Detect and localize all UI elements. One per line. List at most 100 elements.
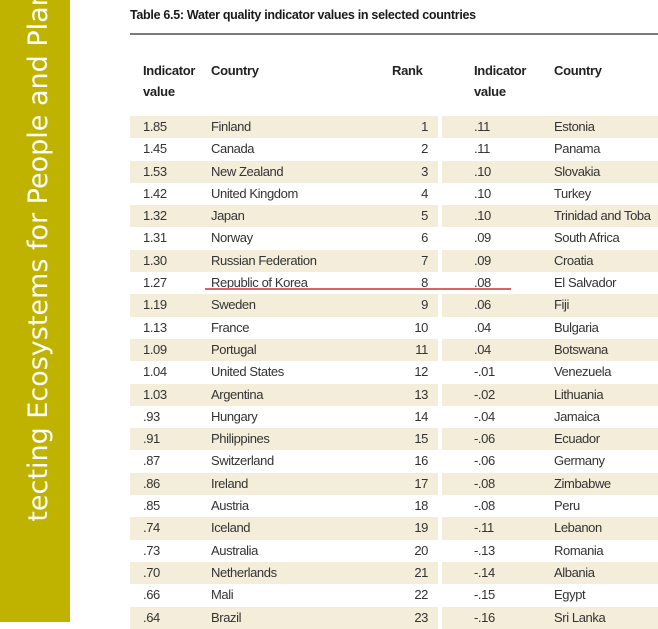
- row-stripe-left: [130, 517, 438, 540]
- row-stripe-left: [130, 338, 438, 362]
- country-left: Ireland: [211, 475, 248, 491]
- country-left: Russian Federation: [211, 252, 317, 268]
- rank: 2: [421, 141, 428, 157]
- header-indicator-value-left: Indicator value: [143, 63, 196, 99]
- rank: 12: [414, 364, 428, 380]
- country-right: Croatia: [554, 252, 594, 268]
- table-row: 1.85 Finland 1 .11 Estonia: [130, 116, 658, 139]
- country-right: Peru: [554, 498, 580, 514]
- red-underline-annotation: [205, 288, 511, 290]
- table-row: .87 Switzerland 16 -.06 Germany: [130, 450, 658, 472]
- table-row: 1.32 Japan 5 .10 Trinidad and Toba: [130, 205, 658, 228]
- country-right: Trinidad and Toba: [554, 208, 651, 224]
- indicator-value-right: -.16: [474, 609, 495, 625]
- row-stripe-left: [130, 495, 438, 517]
- country-left: Mali: [211, 587, 234, 603]
- country-right: Estonia: [554, 119, 595, 134]
- table-row: .85 Austria 18 -.08 Peru: [130, 495, 658, 517]
- country-right: Zimbabwe: [554, 475, 611, 491]
- country-left: Argentina: [211, 386, 264, 402]
- indicator-value-left: .74: [143, 520, 160, 536]
- rank: 18: [414, 498, 428, 514]
- indicator-value-left: .93: [143, 408, 160, 424]
- country-right: Botswana: [554, 341, 608, 357]
- header-country-right: Country: [554, 63, 602, 78]
- row-stripe-left: [130, 116, 438, 139]
- indicator-value-left: 1.30: [143, 252, 167, 268]
- indicator-value-left: 1.45: [143, 141, 167, 157]
- table-row: 1.30 Russian Federation 7 .09 Croatia: [130, 249, 658, 273]
- table-row: 1.19 Sweden 9 .06 Fiji: [130, 294, 658, 317]
- country-left: Norway: [211, 230, 253, 246]
- row-stripe-right: [442, 116, 658, 139]
- row-stripe-left: [130, 561, 438, 585]
- country-right: Albania: [554, 564, 595, 580]
- country-right: Bulgaria: [554, 319, 599, 335]
- rank: 20: [414, 542, 428, 558]
- table-row: 1.03 Argentina 13 -.02 Lithuania: [130, 383, 658, 406]
- rank: 8: [421, 275, 428, 291]
- table-row: 1.27 Republic of Korea 8 .08 El Salvador: [130, 272, 658, 294]
- row-stripe-left: [130, 138, 438, 160]
- row-stripe-right: [442, 338, 658, 362]
- country-left: Brazil: [211, 609, 242, 625]
- indicator-value-left: 1.03: [143, 386, 167, 402]
- country-right: El Salvador: [554, 275, 617, 291]
- rank: 13: [414, 386, 428, 402]
- rank: 14: [414, 408, 428, 424]
- country-left: United States: [211, 364, 284, 380]
- row-stripe-right: [442, 472, 658, 496]
- country-right: Ecuador: [554, 431, 600, 447]
- indicator-value-right: .10: [474, 185, 491, 201]
- country-right: Fiji: [554, 297, 570, 313]
- row-stripe-left: [130, 361, 438, 383]
- row-stripe-left: [130, 406, 438, 428]
- rank: 10: [414, 319, 428, 335]
- chapter-side-title: tecting Ecosystems for People and Planet: [23, 0, 54, 522]
- header-country-left: Country: [211, 63, 259, 78]
- indicator-value-right: -.08: [474, 475, 495, 491]
- table-row: .70 Netherlands 21 -.14 Albania: [130, 561, 658, 585]
- country-left: Sweden: [211, 297, 256, 313]
- row-stripe-left: [130, 584, 438, 606]
- indicator-value-right: -.11: [474, 520, 494, 536]
- country-right: Lithuania: [554, 386, 604, 402]
- country-left: Netherlands: [211, 564, 277, 580]
- row-stripe-right: [442, 249, 658, 273]
- indicator-value-right: .09: [474, 230, 491, 246]
- table-row: 1.53 New Zealand 3 .10 Slovakia: [130, 160, 658, 183]
- country-right: Panama: [554, 141, 601, 157]
- country-right: Sri Lanka: [554, 609, 606, 625]
- row-stripe-right: [442, 160, 658, 183]
- indicator-value-left: .91: [143, 431, 160, 447]
- country-right: South Africa: [554, 230, 620, 246]
- indicator-value-left: 1.27: [143, 275, 167, 291]
- row-stripe-right: [442, 561, 658, 585]
- table-row: 1.31 Norway 6 .09 South Africa: [130, 227, 658, 249]
- country-left: New Zealand: [211, 163, 284, 179]
- row-stripe-left: [130, 249, 438, 273]
- country-right: Slovakia: [554, 163, 600, 179]
- table-row: .74 Iceland 19 -.11 Lebanon: [130, 517, 658, 540]
- rank: 3: [421, 163, 428, 179]
- country-left: Canada: [211, 141, 255, 157]
- indicator-value-left: 1.42: [143, 185, 167, 201]
- rank: 23: [414, 609, 428, 625]
- country-right: Germany: [554, 453, 605, 469]
- rank: 5: [421, 208, 428, 224]
- row-stripe-left: [130, 160, 438, 183]
- country-left: Hungary: [211, 408, 258, 424]
- rank: 11: [415, 341, 428, 357]
- indicator-value-right: -.13: [474, 542, 495, 558]
- row-stripe-right: [442, 517, 658, 540]
- indicator-value-right: -.04: [474, 408, 495, 424]
- country-left: Philippines: [211, 431, 270, 447]
- row-stripe-left: [130, 428, 438, 451]
- country-left: Finland: [211, 119, 251, 134]
- indicator-value-left: 1.31: [143, 230, 167, 246]
- indicator-value-right: -.02: [474, 386, 495, 402]
- rank: 17: [414, 475, 428, 491]
- indicator-value-left: .70: [143, 564, 160, 580]
- row-stripe-left: [130, 383, 438, 406]
- rank: 21: [414, 564, 428, 580]
